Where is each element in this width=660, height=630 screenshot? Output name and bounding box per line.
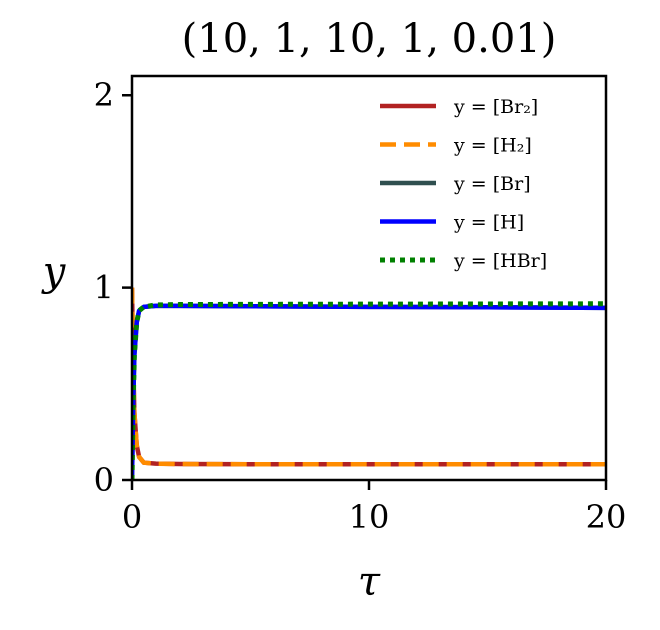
- x-tick-label: 20: [586, 498, 627, 536]
- y-axis: 0 1 2: [94, 76, 132, 499]
- legend-label-1: y = [H₂]: [453, 135, 532, 157]
- plot-series: [132, 287, 606, 480]
- legend-label-2: y = [Br]: [453, 173, 531, 195]
- series-line-3: [132, 303, 606, 480]
- legend: y = [Br₂] y = [H₂] y = [Br] y = [H] y = [HBr…: [380, 96, 547, 272]
- y-tick-label: 2: [94, 76, 114, 114]
- series-line-2: [132, 303, 606, 480]
- chart-title: (10, 1, 10, 1, 0.01): [182, 16, 557, 62]
- series-line-4: [132, 301, 606, 480]
- series-line-1: [132, 287, 606, 467]
- y-axis-label: y: [41, 249, 67, 295]
- y-tick-label: 1: [94, 269, 114, 307]
- x-tick-label: 0: [122, 498, 142, 536]
- y-tick-label: 0: [94, 461, 114, 499]
- x-tick-label: 10: [349, 498, 390, 536]
- series-line-0: [132, 287, 606, 467]
- legend-label-4: y = [HBr]: [453, 250, 547, 272]
- legend-label-0: y = [Br₂]: [453, 96, 538, 118]
- x-axis-label: τ: [358, 559, 381, 605]
- x-axis: 0 10 20: [122, 480, 627, 536]
- plot-frame: [130, 74, 608, 482]
- legend-label-3: y = [H]: [453, 212, 524, 234]
